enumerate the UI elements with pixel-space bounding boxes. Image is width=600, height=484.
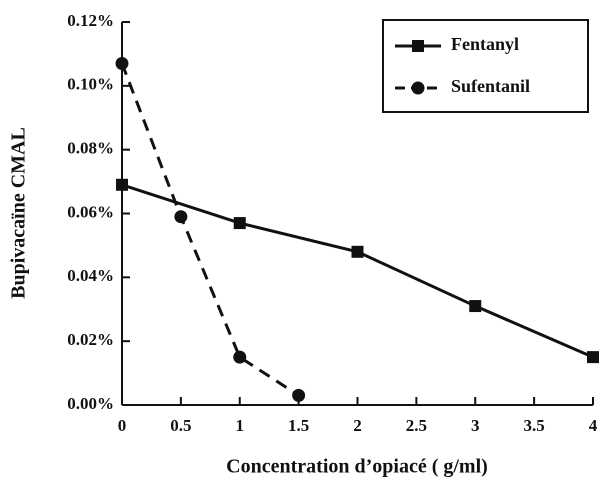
x-tick-label: 2.5 xyxy=(406,416,427,435)
y-axis-label: Bupivacaïne CMAL xyxy=(8,127,30,299)
data-point xyxy=(233,217,246,230)
data-point xyxy=(116,178,128,191)
y-tick-label: 0.00% xyxy=(67,394,114,413)
legend-label: Sufentanil xyxy=(451,76,530,96)
data-point xyxy=(233,350,247,364)
series-line xyxy=(120,62,300,397)
legend-label: Fentanyl xyxy=(451,34,519,54)
data-point xyxy=(174,210,188,224)
y-tick-label: 0.12% xyxy=(67,11,114,30)
series-line xyxy=(121,183,594,359)
data-point xyxy=(351,245,364,258)
y-tick-label: 0.10% xyxy=(67,75,114,94)
y-tick-label: 0.02% xyxy=(67,330,114,349)
y-tick-label: 0.08% xyxy=(67,139,114,158)
x-tick-label: 1.5 xyxy=(288,416,309,435)
x-tick-label: 3 xyxy=(471,416,480,435)
data-point xyxy=(292,388,306,402)
x-axis-label: Concentration d’opiacé ( g/ml) xyxy=(226,456,488,478)
y-tick-label: 0.04% xyxy=(67,266,114,285)
x-tick-label: 0 xyxy=(118,416,127,435)
data-point xyxy=(469,300,482,313)
x-tick-label: 1 xyxy=(236,416,245,435)
x-tick-label: 0.5 xyxy=(170,416,191,435)
legend-marker xyxy=(412,40,424,52)
y-tick-label: 0.06% xyxy=(67,202,114,221)
legend-box xyxy=(382,19,589,113)
x-tick-label: 4 xyxy=(589,416,598,435)
legend-marker xyxy=(411,81,425,95)
x-tick-label: 2 xyxy=(353,416,362,435)
data-point xyxy=(587,351,599,364)
data-point xyxy=(115,56,129,70)
x-tick-label: 3.5 xyxy=(524,416,545,435)
